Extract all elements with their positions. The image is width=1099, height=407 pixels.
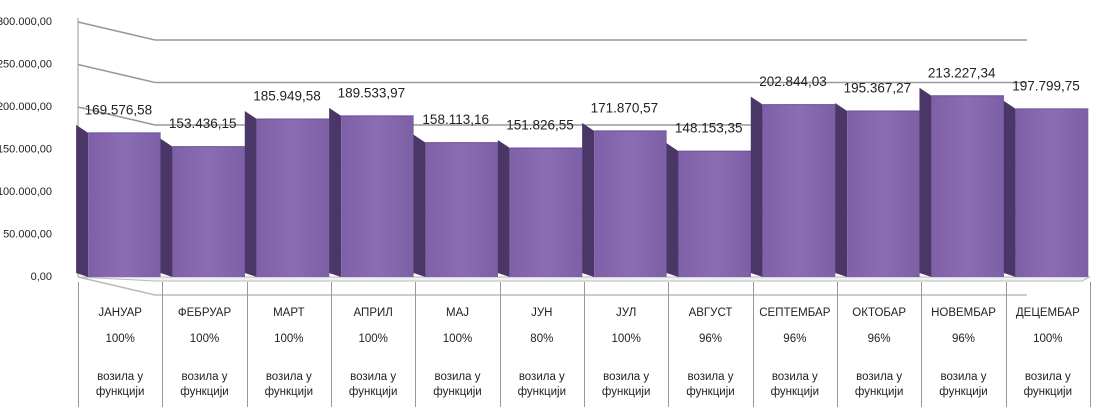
percent-label: 96%: [698, 333, 722, 345]
table-column: [584, 282, 585, 407]
category-label: ЈАНУАР: [98, 307, 142, 319]
bar: [594, 130, 667, 277]
percent-label: 100%: [442, 333, 473, 345]
bar-side: [76, 124, 89, 277]
status-label: возила у функцији: [939, 371, 988, 398]
value-label: 185.949,58: [253, 89, 321, 104]
bar-side: [244, 110, 257, 277]
percent-label: 100%: [105, 333, 135, 345]
category-label: ОКТОБАР: [852, 307, 907, 319]
y-tick-label: 250.000,00: [0, 58, 52, 70]
bar-side: [919, 87, 932, 277]
table-column: [1005, 282, 1007, 407]
bar: [256, 118, 330, 277]
percent-label: 96%: [951, 333, 975, 345]
bar-side: [666, 143, 679, 277]
category-label: МАЈ: [445, 307, 469, 319]
bar: [678, 151, 751, 277]
bar-side: [497, 139, 510, 277]
value-label: 189.533,97: [338, 85, 406, 100]
grid-line: [77, 276, 1027, 296]
table-column: [499, 282, 501, 407]
bar: [341, 115, 414, 278]
table-column: [921, 282, 923, 407]
bar-side: [835, 102, 848, 277]
table-column: [415, 282, 417, 407]
bar: [847, 110, 920, 277]
category-label: ДЕЦЕМБАР: [1015, 307, 1080, 319]
category-label: СЕПТЕМБАР: [759, 307, 831, 319]
status-label: возила у функцији: [770, 371, 820, 398]
bar-side: [582, 122, 595, 277]
table-column: [668, 282, 670, 407]
status-label: возила у функцији: [180, 371, 229, 398]
grid-line: [77, 106, 1027, 126]
category-label: НОВЕМБАР: [931, 307, 996, 319]
category-label: МАРТ: [273, 307, 305, 319]
table-column: [331, 282, 332, 407]
table-column: [752, 282, 754, 407]
percent-label: 100%: [358, 333, 388, 345]
y-tick-label: 300.000,00: [0, 16, 52, 28]
percent-label: 100%: [189, 333, 220, 345]
y-tick-label: 50.000,00: [3, 228, 52, 240]
status-label: возила у функцији: [1023, 371, 1073, 398]
percent-label: 100%: [1033, 333, 1063, 345]
bar: [425, 142, 498, 277]
table-column: [246, 282, 248, 407]
category-label: ЈУЛ: [616, 307, 637, 319]
bar: [88, 132, 161, 277]
bar: [762, 104, 836, 277]
percent-label: 100%: [274, 333, 304, 345]
y-tick-label: 0,00: [31, 271, 52, 283]
status-label: возила у функцији: [348, 371, 398, 398]
y-tick-label: 100.000,00: [0, 186, 52, 198]
bar: [172, 146, 245, 277]
value-label: 213.227,34: [928, 65, 996, 80]
table-column: [162, 282, 164, 407]
category-label: АВГУСТ: [688, 307, 733, 319]
value-label: 202.844,03: [759, 74, 827, 89]
table-column: [78, 282, 79, 407]
category-label: ФЕБРУАР: [177, 307, 232, 319]
y-tick-label: 150.000,00: [0, 143, 52, 155]
percent-label: 80%: [530, 333, 554, 345]
bar: [1015, 108, 1089, 277]
value-label: 197.799,75: [1012, 78, 1080, 93]
category-label: АПРИЛ: [353, 307, 393, 319]
percent-label: 96%: [867, 333, 891, 345]
value-label: 148.153,35: [675, 121, 743, 136]
y-tick-label: 200.000,00: [0, 101, 52, 113]
status-label: возила у функцији: [433, 371, 482, 398]
status-label: возила у функцији: [686, 371, 735, 398]
bar-side: [1003, 100, 1016, 277]
category-label: ЈУН: [531, 307, 553, 319]
status-label: возила у функцији: [264, 371, 314, 398]
bar-side: [750, 96, 763, 277]
value-label: 153.436,15: [169, 116, 237, 131]
bar-side: [413, 134, 426, 277]
value-label: 171.870,57: [591, 100, 659, 115]
floor: [77, 276, 1091, 282]
bar: [931, 95, 1004, 277]
grid-line: [77, 21, 1027, 41]
value-label: 151.826,55: [506, 118, 574, 133]
percent-label: 96%: [783, 333, 807, 345]
bar-side: [160, 138, 173, 277]
value-label: 158.113,16: [422, 112, 489, 127]
bar: [509, 147, 583, 277]
grid-line: [77, 63, 1027, 84]
percent-label: 100%: [611, 333, 641, 345]
status-label: возила у функцији: [854, 371, 904, 398]
table-column: [837, 282, 838, 407]
value-label: 169.576,58: [85, 102, 153, 117]
status-label: возила у функцији: [601, 371, 651, 398]
table-column: [1090, 282, 1091, 407]
value-label: 195.367,27: [844, 81, 912, 96]
bar-side: [329, 107, 342, 278]
status-label: возила у функцији: [517, 371, 567, 398]
status-label: возила у функцији: [95, 371, 145, 398]
